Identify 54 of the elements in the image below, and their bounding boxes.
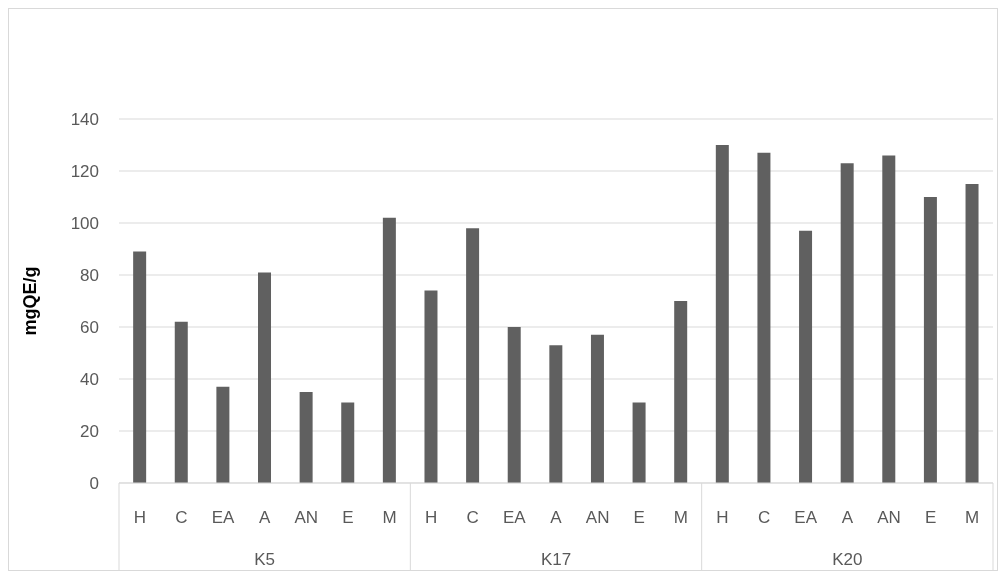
bar	[174, 321, 188, 483]
x-tick-label: A	[841, 508, 854, 527]
x-tick-label: C	[175, 508, 188, 527]
x-tick-label: E	[342, 508, 354, 527]
x-tick-label: E	[924, 508, 937, 527]
bar	[632, 402, 646, 483]
y-tick-label: 0	[89, 474, 99, 494]
x-tick-label: M	[382, 508, 397, 527]
y-tick-label: 100	[70, 214, 99, 234]
y-tick-label: 60	[80, 318, 99, 338]
text: K17	[540, 550, 572, 569]
x-tick-label: AN	[294, 508, 319, 527]
y-axis-title: mgQE/g	[20, 266, 41, 336]
bar	[674, 301, 688, 483]
bar	[216, 386, 230, 483]
x-tick-label: EA	[211, 508, 236, 527]
x-tick-label: H	[425, 508, 438, 527]
text: K5	[254, 550, 276, 569]
bar	[299, 392, 313, 483]
text: K20	[832, 550, 863, 569]
bar	[466, 228, 480, 483]
bar	[507, 327, 521, 483]
y-tick-label: 20	[80, 422, 99, 442]
x-tick-label: M	[673, 508, 688, 527]
x-tick-label: AN	[585, 508, 610, 527]
bar	[757, 152, 771, 483]
x-tick-label: C	[757, 508, 771, 527]
bar	[590, 334, 604, 483]
y-tick-label: 80	[80, 266, 99, 286]
bar	[382, 217, 396, 483]
bar	[715, 145, 729, 483]
bar	[840, 163, 854, 483]
bar	[133, 251, 147, 483]
y-tick-label: 40	[80, 370, 99, 390]
bar	[799, 230, 813, 483]
x-tick-label: A	[258, 508, 271, 527]
y-tick-label: 140	[70, 110, 99, 130]
x-tick-label: M	[965, 508, 980, 527]
bar	[258, 272, 272, 483]
x-tick-label: EA	[503, 508, 527, 527]
y-tick-label: 120	[70, 162, 99, 182]
bar	[549, 345, 563, 483]
bar	[882, 155, 896, 483]
bar	[923, 197, 937, 483]
x-tick-label: EA	[794, 508, 818, 527]
bar	[424, 290, 438, 483]
x-tick-label: E	[633, 508, 645, 527]
x-tick-label: H	[133, 508, 146, 527]
bar	[965, 184, 979, 483]
x-tick-label: A	[550, 508, 563, 527]
bar	[341, 402, 355, 483]
x-tick-label: C	[466, 508, 479, 527]
x-tick-label: H	[716, 508, 729, 527]
x-tick-label: AN	[877, 508, 901, 527]
